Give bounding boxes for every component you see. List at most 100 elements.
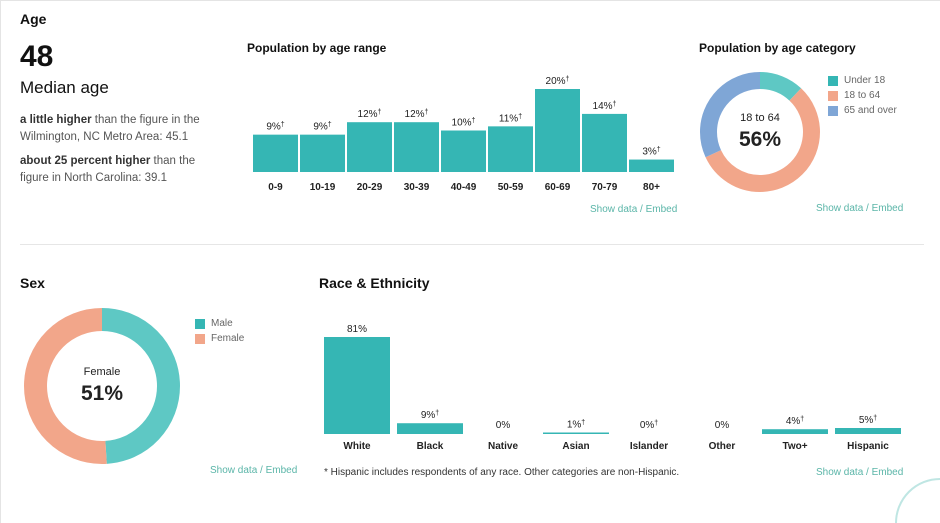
race-show-data-link[interactable]: Show data: [816, 467, 864, 478]
age-category-donut: [700, 72, 820, 192]
age-range-embed-link[interactable]: Embed: [645, 204, 678, 215]
state-comparison-text: than the figure in North Carolina: 39.1: [20, 155, 196, 184]
category-label: Other: [709, 441, 736, 452]
bar-10-19[interactable]: [300, 134, 345, 172]
bar-value-label: 0%: [496, 420, 511, 431]
category-label: 30-39: [404, 182, 430, 193]
state-comparison: about 25 percent higher than the figure …: [20, 153, 225, 187]
category-label: Native: [488, 441, 518, 452]
sex-center-value: 51%: [80, 382, 124, 405]
legend-label: Male: [211, 318, 233, 329]
legend-item-under-18: Under 18: [828, 73, 897, 88]
bar-value-label: 10%†: [452, 118, 476, 129]
age-range-show-data-link[interactable]: Show data: [590, 204, 638, 215]
bar-value-label: 12%†: [358, 109, 382, 120]
sex-legend: Male Female: [195, 316, 244, 346]
bar-value-label: 9%†: [266, 122, 284, 133]
category-label: Islander: [630, 441, 668, 452]
age-range-chart-title: Population by age range: [247, 41, 387, 55]
category-label: 80+: [643, 182, 660, 193]
race-chart: 81% White 9%† Black 0% Native 1%† Asian 0%† Islan…: [324, 324, 901, 452]
bar-0-9[interactable]: [253, 134, 298, 172]
race-section-title: Race & Ethnicity: [319, 275, 430, 291]
legend-item-65-and-over: 65 and over: [828, 103, 897, 118]
category-label: Hispanic: [847, 441, 889, 452]
bar-white[interactable]: [324, 337, 390, 434]
legend-label: 65 and over: [844, 105, 897, 116]
legend-label: Female: [211, 333, 245, 344]
slice-65-and-over[interactable]: [700, 72, 820, 192]
link-separator: /: [260, 465, 263, 476]
bar-70-79[interactable]: [582, 113, 627, 172]
metro-comparison-emphasis: a little higher: [20, 114, 92, 126]
slice-female[interactable]: [24, 308, 180, 464]
bar-hispanic[interactable]: [835, 428, 901, 434]
bar-value-label: 4%†: [786, 416, 804, 427]
legend-item-18-to-64: 18 to 64: [828, 88, 897, 103]
bar-value-label: 12%†: [405, 109, 429, 120]
legend-label: Under 18: [844, 75, 886, 86]
category-label: Asian: [562, 441, 589, 452]
category-label: 10-19: [310, 182, 336, 193]
bar-value-label: 0%†: [640, 420, 658, 431]
age-category-center-value: 56%: [738, 128, 782, 151]
section-divider: [20, 244, 924, 245]
sex-donut: [24, 308, 180, 464]
age-category-show-data-link[interactable]: Show data: [816, 203, 864, 214]
slice-18-to-64[interactable]: [700, 72, 820, 192]
bar-60-69[interactable]: [535, 89, 580, 172]
state-comparison-emphasis: about 25 percent higher: [20, 155, 151, 167]
bar-value-label: 9%†: [421, 410, 439, 421]
legend-item-female: Female: [195, 331, 244, 346]
category-label: 70-79: [592, 182, 618, 193]
metro-comparison: a little higher than the figure in the W…: [20, 112, 225, 146]
bar-value-label: 3%†: [642, 147, 660, 158]
legend-swatch: [828, 90, 838, 101]
category-label: 20-29: [357, 182, 383, 193]
link-separator: /: [866, 203, 869, 214]
sex-embed-link[interactable]: Embed: [265, 465, 298, 476]
age-category-embed-link[interactable]: Embed: [871, 203, 904, 214]
category-label: 60-69: [545, 182, 571, 193]
category-label: 40-49: [451, 182, 477, 193]
bar-80-[interactable]: [629, 159, 674, 172]
bar-value-label: 1%†: [567, 420, 585, 431]
age-category-center-label: 18 to 64: [740, 112, 780, 124]
bar-value-label: 20%†: [546, 76, 570, 87]
age-range-links: Show data / Embed: [590, 204, 677, 215]
age-section-title: Age: [20, 11, 47, 27]
race-footnote: * Hispanic includes respondents of any r…: [324, 467, 680, 478]
legend-swatch: [195, 318, 205, 329]
bar-40-49[interactable]: [441, 130, 486, 173]
category-label: Two+: [782, 441, 807, 452]
age-category-chart-title: Population by age category: [699, 41, 856, 55]
legend-label: 18 to 64: [844, 90, 881, 101]
legend-item-male: Male: [195, 316, 244, 331]
sex-center-label: Female: [83, 366, 121, 378]
bar-value-label: 11%†: [499, 113, 522, 124]
bar-30-39[interactable]: [394, 122, 439, 172]
category-label: 50-59: [498, 182, 524, 193]
race-links: Show data / Embed: [816, 467, 903, 478]
age-category-legend: Under 18 18 to 64 65 and over: [828, 73, 897, 118]
bar-two-[interactable]: [762, 429, 828, 434]
bar-value-label: 5%†: [859, 415, 877, 426]
bar-value-label: 81%: [347, 324, 367, 335]
bar-value-label: 14%†: [593, 101, 617, 112]
median-age-label: Median age: [20, 78, 109, 97]
scroll-indicator-arc: [895, 478, 940, 523]
link-separator: /: [866, 467, 869, 478]
category-label: 0-9: [268, 182, 283, 193]
bar-black[interactable]: [397, 423, 463, 434]
race-embed-link[interactable]: Embed: [871, 467, 904, 478]
sex-show-data-link[interactable]: Show data: [210, 465, 258, 476]
age-range-chart: 9%† 0-9 9%† 10-19 12%† 20-29 12%† 30-39 10%† 40-4…: [253, 76, 674, 193]
bar-20-29[interactable]: [347, 122, 392, 172]
bar-value-label: 9%†: [313, 122, 331, 133]
sex-links: Show data / Embed: [210, 465, 297, 476]
metro-comparison-text: than the figure in the Wilmington, NC Me…: [20, 114, 200, 143]
bar-50-59[interactable]: [488, 126, 533, 172]
legend-swatch: [828, 105, 838, 116]
bar-asian[interactable]: [543, 432, 609, 435]
